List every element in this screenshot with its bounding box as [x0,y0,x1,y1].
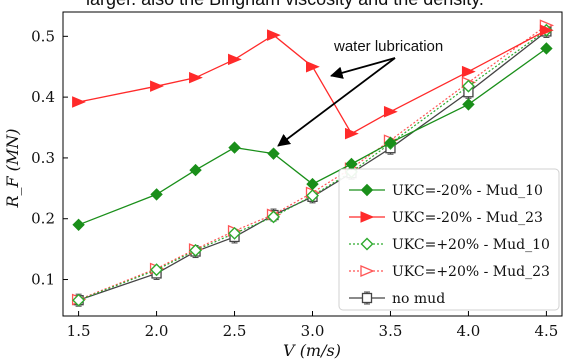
data-point [189,163,202,177]
y-ticks: 0.1 0.2 0.3 0.4 0.5 [31,27,68,289]
y-tick-label: 0.2 [31,210,55,228]
legend-box [338,168,560,311]
legend-label: UKC=+20% - Mud_23 [392,264,550,280]
y-tick-label: 0.5 [31,27,55,45]
data-point [462,98,475,111]
legend-item-ukc-20-mud-10: UKC=-20% - Mud_10 [349,183,543,199]
data-point [228,53,242,66]
legend-marker [361,292,373,304]
data-point [267,210,281,224]
data-point [72,293,86,307]
annotation-arrow [329,57,396,79]
x-tick-label: 2.5 [223,322,247,340]
y-tick-label: 0.4 [31,88,55,106]
y-axis-label: R_F (MN) [3,128,22,208]
data-point [150,80,164,92]
caption-fragment: larger. also the Bingham viscosity and t… [0,0,570,10]
legend-item-ukc-20-mud-23: UKC=+20% - Mud_23 [349,264,550,280]
data-point [150,188,163,201]
data-point [267,147,280,160]
x-tick-label: 4.0 [457,322,481,340]
annotation-water-lubrication: water lubrication [333,38,443,55]
data-point [189,243,203,257]
legend-label: UKC=-20% - Mud_23 [392,210,543,226]
y-tick-label: 0.1 [31,271,55,289]
legend-marker [360,237,374,251]
legend-marker [360,211,375,223]
x-tick-label: 1.5 [67,322,91,340]
data-point [267,29,281,41]
series-ukc-20-mud-10 [72,23,553,307]
data-point [189,71,203,84]
legend-item-no-mud: no mud [349,291,445,307]
data-point [540,42,553,55]
legend-item-ukc-20-mud-10: UKC=+20% - Mud_10 [349,237,550,253]
y-tick-label: 0.3 [31,149,55,167]
data-point [306,177,319,191]
legend-label: UKC=-20% - Mud_10 [392,183,543,199]
data-point [344,127,359,140]
annotation-arrow [277,57,396,147]
data-point [383,105,398,118]
data-point [72,96,86,108]
series-layer [71,19,555,307]
data-point [72,218,85,232]
legend-label: UKC=+20% - Mud_10 [392,237,550,253]
x-axis-label: V (m/s) [283,341,341,360]
series-line-ukc-20-mud-10 [78,47,547,226]
data-point [228,141,241,154]
data-point [150,263,164,277]
x-tick-label: 4.5 [534,322,558,340]
data-point [306,189,319,203]
x-tick-label: 3.0 [301,322,325,340]
annotation-layer: water lubrication [277,38,443,147]
data-point [461,65,476,78]
x-tick-label: 2.0 [145,322,169,340]
series-line-ukc-20-mud-23 [78,24,547,301]
series-line-no-mud [78,30,547,301]
x-tick-label: 3.5 [379,322,403,340]
data-point [539,24,554,36]
legend-item-ukc-20-mud-23: UKC=-20% - Mud_23 [349,210,543,226]
legend-marker [360,265,375,277]
series-ukc-20-mud-23 [72,24,554,140]
data-point [384,136,397,149]
series-line-ukc-20-mud-10 [78,29,547,301]
data-point [461,79,475,93]
legend-marker [360,183,374,197]
legend-label: no mud [392,291,445,307]
legend: UKC=-20% - Mud_10 UKC=-20% - Mud_23 UKC=+2… [338,168,560,311]
data-point [228,226,242,240]
x-ticks: 1.5 2.0 2.5 3.0 3.5 4.0 4.5 [67,311,558,340]
series-line-ukc-20-mud-23 [78,29,547,135]
data-point [306,60,320,73]
series-ukc-20-mud-10 [72,42,553,232]
